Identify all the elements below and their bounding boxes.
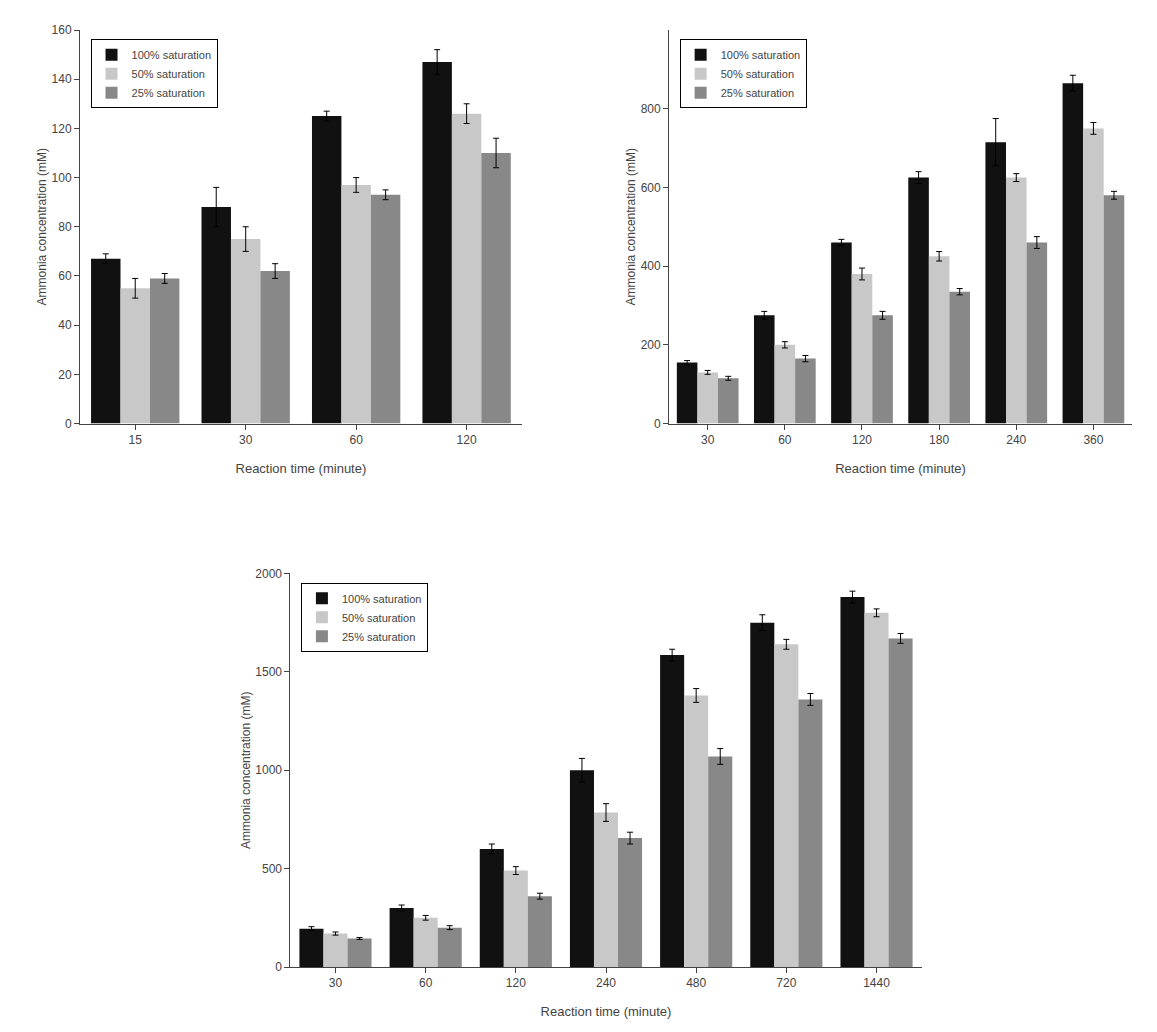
- svg-text:30: 30: [701, 433, 715, 447]
- svg-text:50% saturation: 50% saturation: [342, 612, 415, 624]
- svg-text:Ammonia concentration (mM): Ammonia concentration (mM): [239, 692, 253, 849]
- svg-text:25% saturation: 25% saturation: [132, 87, 205, 99]
- svg-text:40: 40: [58, 318, 72, 332]
- svg-text:0: 0: [65, 417, 72, 431]
- svg-text:1440: 1440: [863, 976, 890, 990]
- svg-text:30: 30: [239, 433, 253, 447]
- svg-text:800: 800: [641, 102, 661, 116]
- svg-text:25% saturation: 25% saturation: [721, 87, 794, 99]
- svg-text:20: 20: [58, 368, 72, 382]
- svg-text:60: 60: [349, 433, 363, 447]
- svg-text:Reaction time (minute): Reaction time (minute): [835, 461, 966, 476]
- svg-text:2000: 2000: [255, 567, 282, 581]
- svg-text:50% saturation: 50% saturation: [132, 68, 205, 80]
- svg-text:30: 30: [329, 976, 343, 990]
- svg-text:Reaction time (minute): Reaction time (minute): [541, 1004, 672, 1019]
- svg-text:100% saturation: 100% saturation: [721, 49, 801, 61]
- svg-text:480: 480: [686, 976, 706, 990]
- svg-text:Ammonia concentration (mM): Ammonia concentration (mM): [624, 148, 638, 305]
- svg-text:240: 240: [596, 976, 616, 990]
- svg-text:1500: 1500: [255, 665, 282, 679]
- svg-text:25% saturation: 25% saturation: [342, 631, 415, 643]
- svg-text:240: 240: [1006, 433, 1026, 447]
- svg-text:Reaction time (minute): Reaction time (minute): [236, 461, 367, 476]
- svg-text:60: 60: [419, 976, 433, 990]
- svg-text:120: 120: [52, 122, 72, 136]
- svg-text:0: 0: [275, 960, 282, 974]
- svg-text:120: 120: [506, 976, 526, 990]
- svg-text:120: 120: [457, 433, 477, 447]
- svg-text:0: 0: [654, 417, 661, 431]
- svg-text:15: 15: [129, 433, 143, 447]
- svg-text:50% saturation: 50% saturation: [721, 68, 794, 80]
- svg-text:180: 180: [929, 433, 949, 447]
- svg-text:400: 400: [641, 259, 661, 273]
- svg-text:60: 60: [778, 433, 792, 447]
- svg-text:100% saturation: 100% saturation: [342, 593, 422, 605]
- svg-text:500: 500: [262, 862, 282, 876]
- svg-text:140: 140: [52, 72, 72, 86]
- svg-text:100% saturation: 100% saturation: [132, 49, 212, 61]
- svg-text:60: 60: [58, 269, 72, 283]
- svg-text:100: 100: [52, 171, 72, 185]
- svg-text:Ammonia concentration (mM): Ammonia concentration (mM): [35, 148, 49, 305]
- svg-text:360: 360: [1083, 433, 1103, 447]
- svg-text:600: 600: [641, 181, 661, 195]
- svg-text:160: 160: [52, 23, 72, 37]
- svg-text:80: 80: [58, 220, 72, 234]
- svg-text:1000: 1000: [255, 763, 282, 777]
- svg-text:200: 200: [641, 338, 661, 352]
- svg-text:720: 720: [776, 976, 796, 990]
- svg-text:120: 120: [852, 433, 872, 447]
